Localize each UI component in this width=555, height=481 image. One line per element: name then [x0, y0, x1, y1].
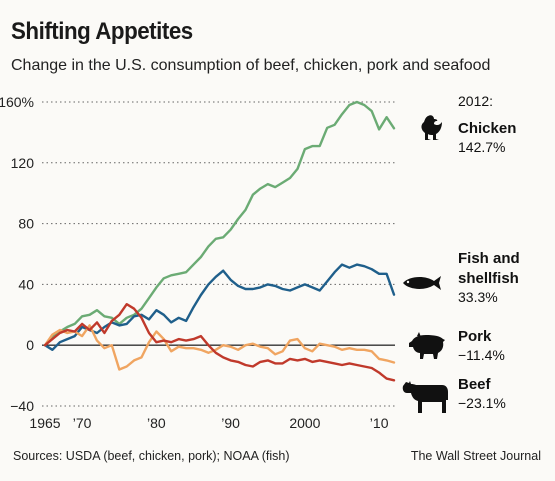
x-tick-label: ’70: [73, 415, 92, 431]
series-lines: [43, 100, 396, 382]
y-tick-label: 0: [26, 337, 34, 353]
y-tick-label: 120: [11, 155, 35, 171]
chart-subtitle: Change in the U.S. consumption of beef, …: [11, 57, 491, 74]
series-legend: 2012: Chicken 142.7% Fish and shellfish 33.3…: [458, 93, 520, 411]
source-note: Sources: USDA (beef, chicken, pork); NOA…: [13, 449, 290, 463]
series-line-fish-and-shellfish: [43, 263, 396, 351]
chart-title: Shifting Appetites: [11, 18, 193, 45]
x-tick-label: 2000: [289, 415, 320, 431]
gridlines: [42, 101, 395, 407]
series-line-beef: [43, 303, 396, 382]
y-tick-label: 80: [18, 216, 34, 232]
legend-series-name: Fish and shellfish: [458, 250, 520, 287]
cow-icon: [402, 381, 448, 413]
legend-series-name: Beef: [458, 376, 492, 393]
legend-series-name: Chicken: [458, 120, 516, 137]
y-tick-label: 160%: [0, 94, 34, 110]
y-axis-tick-labels: −40 0 40 80 120 160%: [0, 94, 34, 414]
legend-series-name: Pork: [458, 328, 492, 345]
fish-icon: [403, 276, 441, 290]
series-line-chicken: [43, 100, 396, 347]
x-tick-label: ’10: [370, 415, 389, 431]
x-tick-label: 1965: [29, 415, 60, 431]
series-line-pork: [43, 324, 396, 371]
legend-series-value: −23.1%: [458, 395, 506, 411]
legend-series-value: 33.3%: [458, 289, 498, 305]
x-tick-label: ’90: [221, 415, 240, 431]
y-tick-label: −40: [10, 398, 34, 414]
legend-series-value: 142.7%: [458, 139, 505, 155]
y-tick-label: 40: [18, 276, 34, 292]
x-tick-label: ’80: [147, 415, 166, 431]
series-icons: [402, 115, 448, 413]
legend-year-header: 2012:: [458, 93, 493, 109]
legend-series-value: −11.4%: [458, 347, 505, 363]
pig-icon: [409, 332, 445, 359]
credit-note: The Wall Street Journal: [410, 449, 541, 463]
x-axis-tick-labels: 1965 ’70 ’80 ’90 2000 ’10: [29, 415, 388, 431]
chicken-icon: [421, 115, 442, 140]
